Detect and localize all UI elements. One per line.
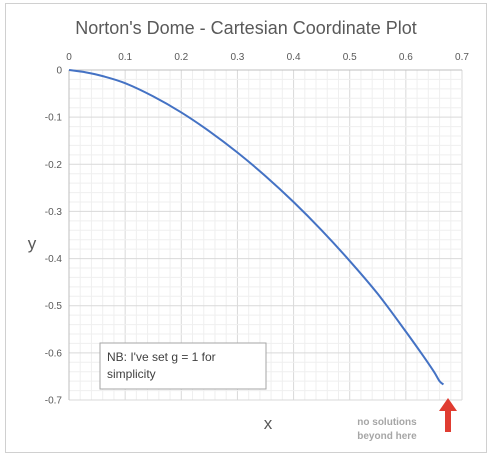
x-tick-label: 0.4 [287, 52, 301, 63]
x-tick-label: 0.2 [174, 52, 188, 63]
y-axis-title: y [28, 234, 37, 253]
y-tick-label: -0.1 [45, 113, 63, 124]
note-box: NB: I've set g = 1 for simplicity [99, 342, 267, 390]
annotation-line-2: beyond here [357, 431, 417, 442]
chart-svg: Norton's Dome - Cartesian Coordinate Plo… [28, 18, 470, 442]
x-tick-label: 0 [66, 52, 72, 63]
x-tick-label: 0.3 [230, 52, 244, 63]
x-axis-title: x [264, 414, 273, 433]
series-line [68, 69, 445, 386]
x-tick-label: 0.5 [343, 52, 357, 63]
x-tick-label: 0.1 [118, 52, 132, 63]
note-line-1: NB: I've set g = 1 for [107, 350, 216, 364]
annotation-line-1: no solutions [357, 417, 417, 428]
up-arrow-icon [439, 398, 457, 432]
y-tick-label: -0.3 [45, 207, 63, 218]
x-tick-label: 0.7 [455, 52, 469, 63]
y-tick-label: -0.6 [45, 348, 63, 359]
note-line-2: simplicity [107, 367, 156, 381]
y-tick-label: -0.7 [45, 396, 63, 407]
y-tick-label: 0 [56, 66, 62, 77]
y-tick-label: -0.2 [45, 160, 63, 171]
tick-labels: 0 0.1 0.2 0.3 0.4 0.5 0.6 0.7 0 -0.1 -0.2 -0.3 -0.4 -… [45, 52, 470, 407]
x-tick-label: 0.6 [399, 52, 413, 63]
y-tick-label: -0.4 [45, 254, 63, 265]
chart-title: Norton's Dome - Cartesian Coordinate Plo… [75, 18, 417, 38]
chart-frame: Norton's Dome - Cartesian Coordinate Plo… [5, 3, 487, 453]
no-solutions-annotation: no solutions beyond here [357, 398, 457, 442]
y-tick-label: -0.5 [45, 301, 63, 312]
